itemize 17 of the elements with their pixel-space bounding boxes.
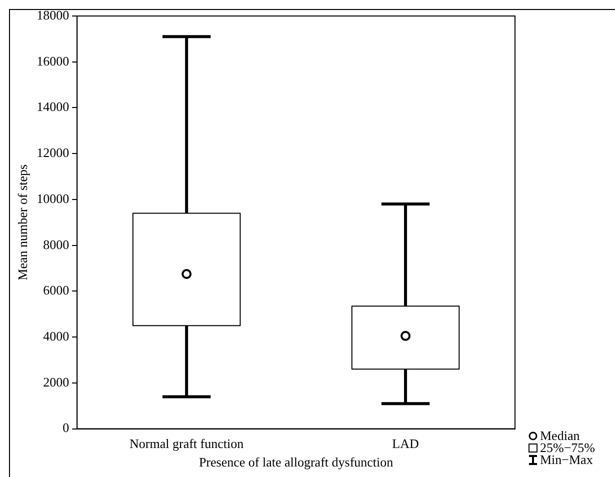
y-tick-label: 4000: [43, 328, 70, 344]
text: 25%−75%: [540, 440, 595, 455]
y-tick-label: 2000: [43, 374, 70, 390]
y-tick-label: 0: [62, 420, 70, 436]
x-tick-label: LAD: [392, 436, 419, 452]
y-tick-label: 14000: [36, 99, 70, 114]
x-tick-label: Normal graft function: [130, 436, 244, 452]
text: Min−Max: [540, 452, 593, 467]
y-tick-label: 18000: [36, 7, 70, 22]
x-axis-title: Presence of late allograft dysfunction: [198, 454, 394, 470]
y-tick-label: 6000: [43, 282, 70, 298]
y-tick-label: 10000: [36, 190, 70, 206]
y-tick-label: 16000: [36, 53, 70, 68]
y-tick-label: 12000: [36, 145, 70, 160]
y-tick-label: 8000: [43, 236, 70, 252]
y-axis-title: Mean number of steps: [15, 164, 30, 280]
text: Median: [540, 428, 580, 443]
